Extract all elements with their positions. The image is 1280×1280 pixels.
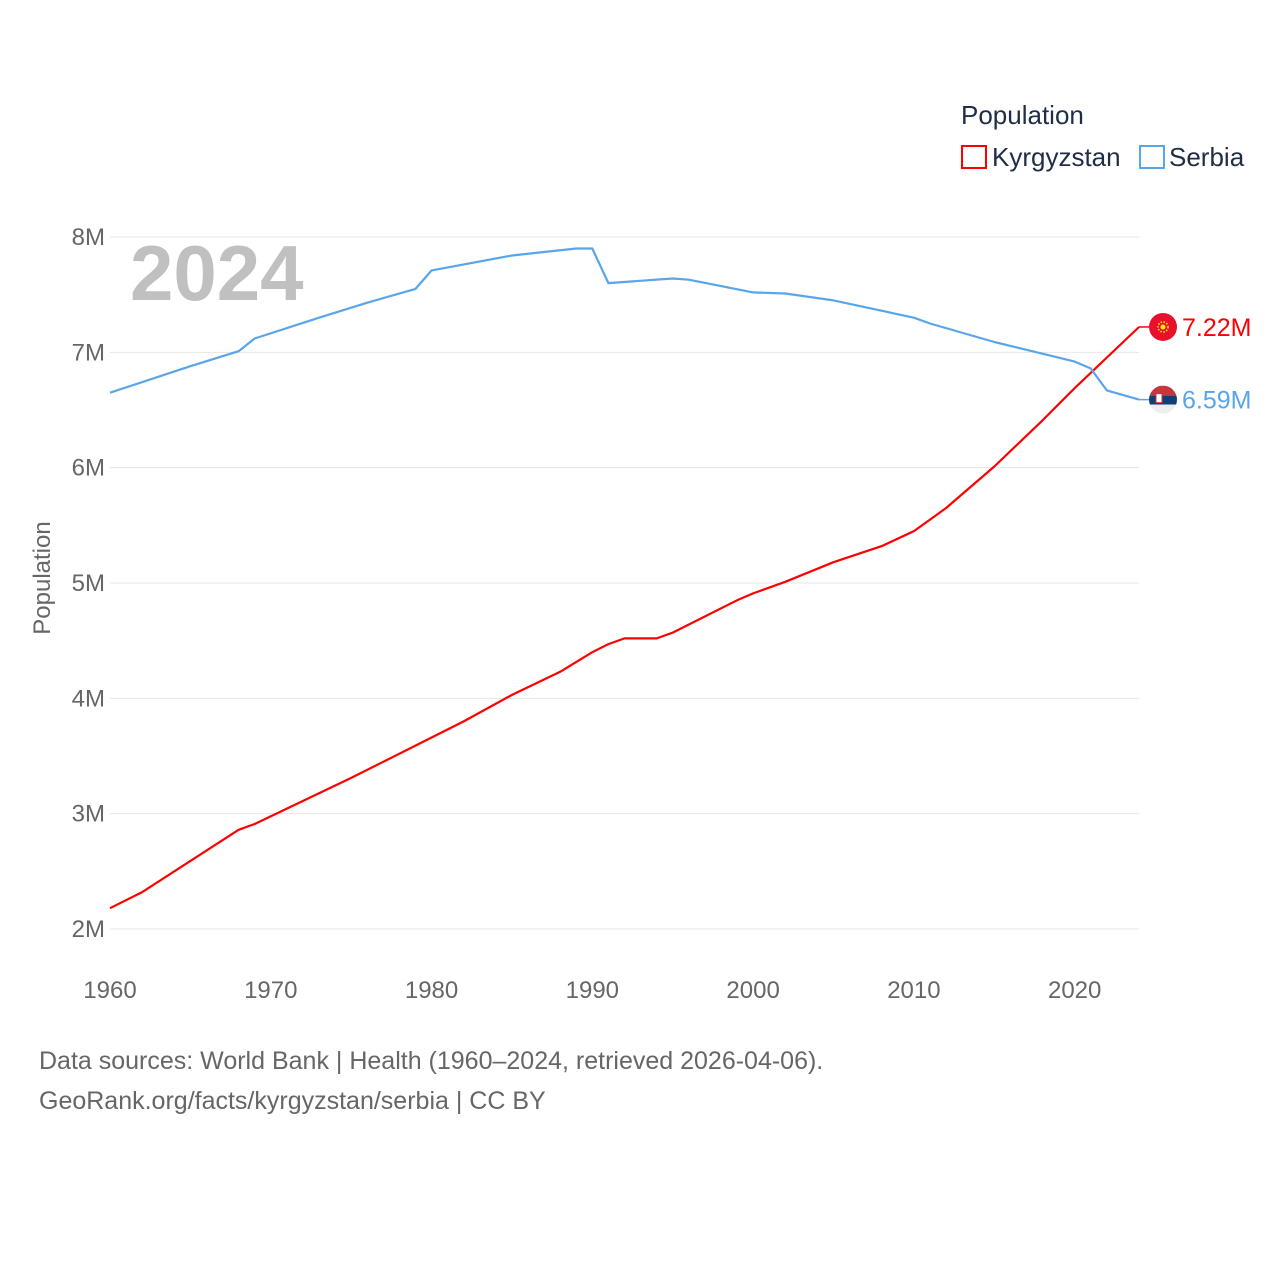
end-value-label-serbia: 6.59M <box>1182 387 1251 415</box>
y-tick-label: 3M <box>72 801 105 828</box>
x-tick-label: 1990 <box>566 977 619 1004</box>
y-axis-label: Population <box>29 521 56 634</box>
legend-title: Population <box>961 100 1084 130</box>
x-tick-label: 1960 <box>83 977 136 1004</box>
y-tick-label: 6M <box>72 455 105 482</box>
x-axis-ticks: 1960 1970 1980 1990 2000 2010 2020 <box>83 977 1101 1004</box>
serbia-flag-icon <box>1149 385 1177 414</box>
data-source-text: Data sources: World Bank | Health (1960–… <box>39 1047 823 1075</box>
y-tick-label: 7M <box>72 339 105 366</box>
end-value-label-kyrgyzstan: 7.22M <box>1182 314 1251 342</box>
x-tick-label: 2010 <box>887 977 940 1004</box>
x-tick-label: 2000 <box>726 977 779 1004</box>
y-tick-label: 5M <box>72 570 105 597</box>
y-axis-ticks: 2M 3M 4M 5M 6M 7M 8M <box>72 224 105 943</box>
legend-item-kyrgyzstan[interactable]: Kyrgyzstan <box>961 142 1121 172</box>
attribution-link[interactable]: GeoRank.org/facts/kyrgyzstan/serbia | CC… <box>39 1087 546 1115</box>
y-tick-label: 8M <box>72 224 105 251</box>
legend-label-kyrgyzstan: Kyrgyzstan <box>992 142 1121 172</box>
legend-label-serbia: Serbia <box>1169 142 1245 172</box>
legend-swatch-kyrgyzstan <box>961 145 987 169</box>
legend: Population Kyrgyzstan Serbia <box>961 100 1245 172</box>
series-end-labels: 7.22M 6.59M <box>1139 312 1251 415</box>
x-tick-label: 1980 <box>405 977 458 1004</box>
y-tick-label: 4M <box>72 685 105 712</box>
y-tick-label: 2M <box>72 916 105 943</box>
x-tick-label: 1970 <box>244 977 297 1004</box>
series-line-kyrgyzstan <box>109 326 1140 910</box>
gridlines <box>110 236 1139 930</box>
year-watermark: 2024 <box>130 229 304 317</box>
series-lines <box>109 247 1140 910</box>
series-line-serbia <box>109 247 1140 401</box>
legend-item-serbia[interactable]: Serbia <box>1139 142 1245 172</box>
legend-swatch-serbia <box>1139 145 1165 169</box>
kyrgyzstan-flag-icon <box>1149 312 1177 341</box>
x-tick-label: 2020 <box>1048 977 1101 1004</box>
